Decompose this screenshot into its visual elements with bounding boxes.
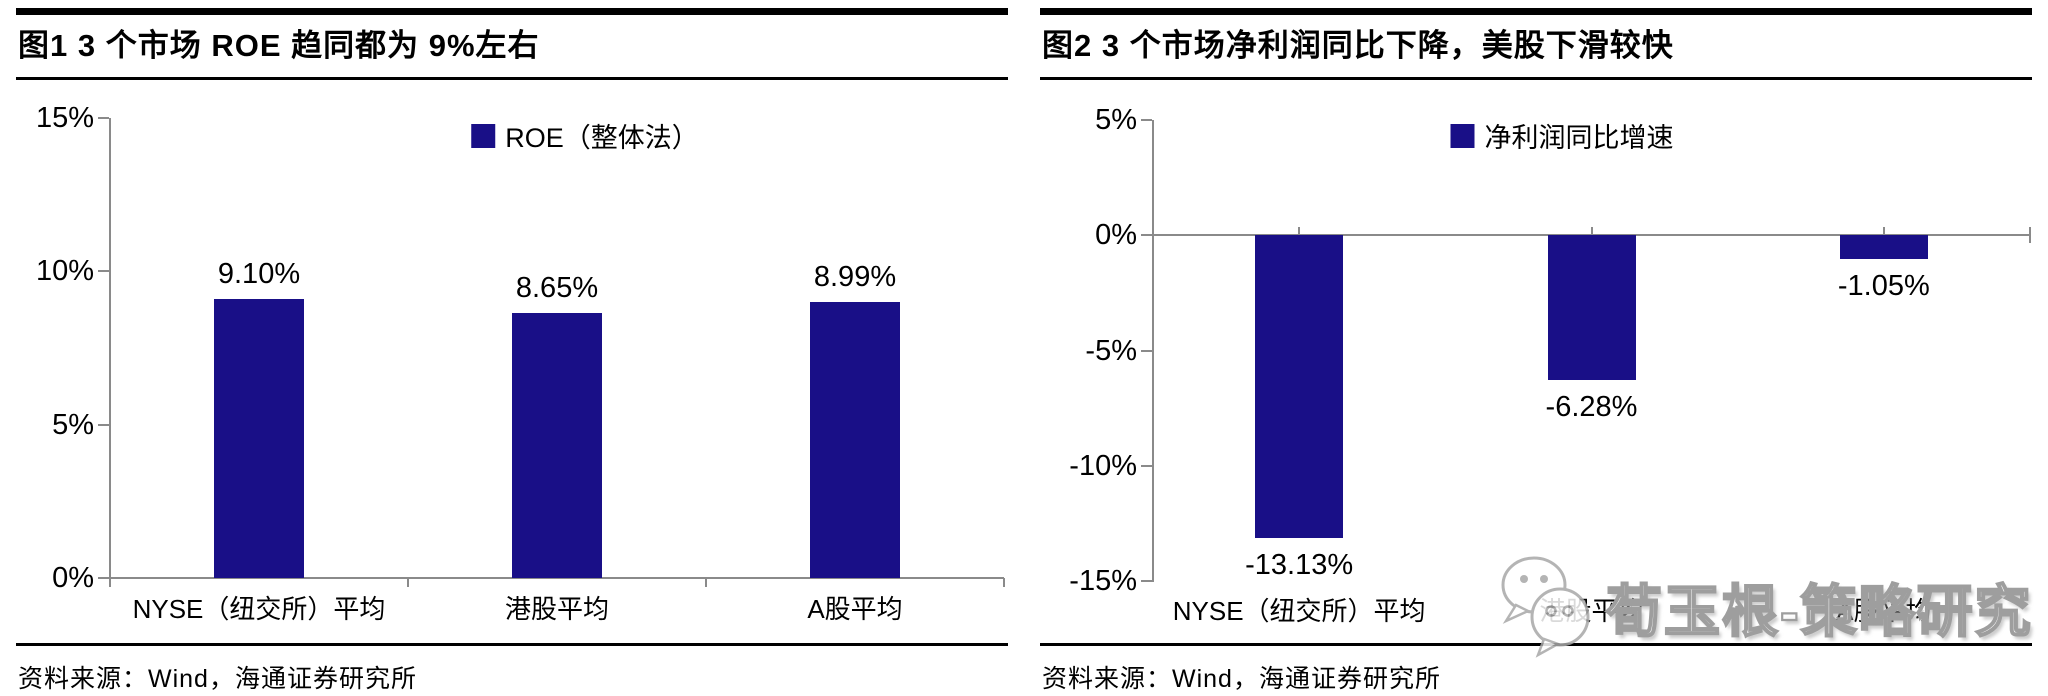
bar — [1255, 235, 1344, 538]
y-tick-label: 5% — [52, 408, 94, 441]
y-tick-mark — [1141, 580, 1152, 582]
y-tick-mark — [98, 270, 109, 273]
y-axis-line — [1152, 120, 1154, 582]
x-tick-mark — [109, 578, 111, 587]
bar-value-label: 9.10% — [217, 257, 301, 290]
y-tick-label: 5% — [1095, 104, 1137, 136]
figure1-panel: 图1 3 个市场 ROE 趋同都为 9%左右 ROE（整体法） 15% 10% 5%… — [16, 8, 1008, 695]
figure2-legend: 净利润同比增速 — [1450, 116, 1674, 155]
category-label: A股平均 — [1836, 596, 1932, 626]
figure1-title: 图1 3 个市场 ROE 趋同都为 9%左右 — [16, 8, 1008, 80]
y-tick-label: 0% — [52, 562, 94, 594]
zero-line — [110, 577, 1004, 579]
x-tick-mark — [1003, 578, 1005, 587]
bar-value-label: 8.99% — [813, 261, 897, 294]
y-tick-mark — [98, 117, 109, 119]
y-tick-mark — [1141, 234, 1152, 237]
legend-color-swatch — [1450, 123, 1475, 148]
y-tick-mark — [1141, 464, 1152, 467]
bar — [810, 302, 900, 578]
bar-value-label: -13.13% — [1245, 548, 1354, 581]
y-tick-label: -10% — [1069, 449, 1137, 482]
figure2-source: 资料来源：Wind，海通证券研究所 — [1040, 643, 2032, 695]
bar-value-label: -1.05% — [1837, 270, 1930, 303]
category-label: A股平均 — [807, 594, 903, 624]
legend-label: ROE（整体法） — [505, 123, 699, 153]
legend-color-swatch — [471, 123, 496, 148]
bar-value-label: 8.65% — [515, 271, 599, 304]
x-tick-mark — [407, 578, 409, 587]
legend-label: 净利润同比增速 — [1484, 123, 1674, 153]
y-tick-mark — [98, 423, 109, 426]
y-tick-mark — [1141, 119, 1152, 121]
bar-value-label: -6.28% — [1545, 391, 1638, 423]
figure2-title: 图2 3 个市场净利润同比下降，美股下滑较快 — [1040, 8, 2032, 80]
x-tick-mark — [2029, 227, 2031, 244]
figure2-chart: 净利润同比增速 5% 0% -5% -10% -15% -13.13% -6.28% -1.0… — [1040, 80, 2032, 643]
figure2-panel: 图2 3 个市场净利润同比下降，美股下滑较快 净利润同比增速 5% 0% -5% -1… — [1024, 0, 2048, 696]
figure1-chart: ROE（整体法） 15% 10% 5% 0% 9.10% 8.65% 8.99% NYSE（纽… — [16, 80, 1008, 643]
y-tick-label: -5% — [1085, 334, 1137, 367]
figure1-legend: ROE（整体法） — [471, 116, 699, 155]
bar — [214, 298, 304, 578]
figure1-source: 资料来源：Wind，海通证券研究所 — [16, 643, 1008, 695]
y-tick-mark — [98, 577, 109, 579]
x-tick-mark — [705, 578, 707, 587]
y-tick-label: 15% — [35, 102, 94, 134]
bar — [1839, 235, 1928, 260]
category-label: NYSE（纽交所）平均 — [1172, 596, 1426, 626]
bar — [1547, 235, 1636, 380]
y-axis-line — [109, 118, 111, 579]
y-tick-label: 10% — [35, 255, 94, 288]
bar — [512, 312, 602, 578]
category-label: NYSE（纽交所）平均 — [132, 594, 386, 624]
y-tick-label: -15% — [1069, 565, 1137, 597]
category-label: 港股平均 — [504, 594, 609, 624]
category-label: 港股平均 — [1539, 596, 1644, 626]
y-tick-label: 0% — [1095, 219, 1137, 252]
y-tick-mark — [1141, 349, 1152, 352]
